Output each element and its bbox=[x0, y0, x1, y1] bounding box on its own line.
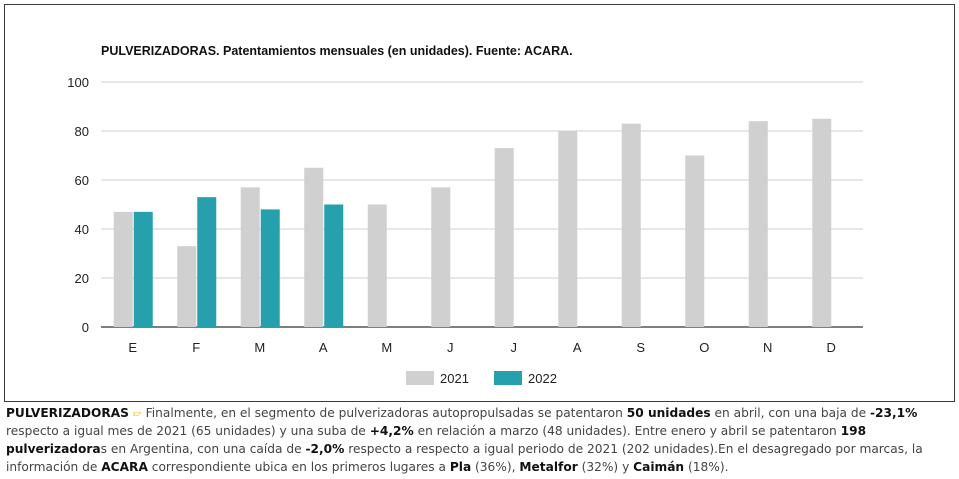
caption-bold: -23,1% bbox=[869, 406, 918, 420]
y-tick-label: 40 bbox=[75, 222, 89, 237]
x-tick-label: N bbox=[763, 340, 772, 355]
bar-2022-3 bbox=[260, 209, 280, 327]
y-tick-label: 20 bbox=[75, 271, 89, 286]
y-tick-label: 60 bbox=[75, 173, 89, 188]
caption-text: en relación a marzo (48 unidades). Entre… bbox=[413, 424, 841, 438]
x-tick-label: M bbox=[254, 340, 265, 355]
y-axis-ticks: 0 20 40 60 80 100 bbox=[67, 75, 89, 335]
bars bbox=[113, 118, 832, 328]
caption-bold: Metalfor bbox=[519, 460, 578, 474]
x-tick-label: O bbox=[699, 340, 709, 355]
x-tick-label: A bbox=[573, 340, 582, 355]
x-tick-label: F bbox=[192, 340, 200, 355]
bar-2021-5 bbox=[367, 204, 387, 327]
caption-bold: Caimán bbox=[633, 460, 685, 474]
y-tick-label: 0 bbox=[82, 320, 89, 335]
x-tick-label: S bbox=[636, 340, 645, 355]
bar-2021-3 bbox=[240, 187, 260, 327]
caption-text: correspondiente ubica en los primeros lu… bbox=[147, 460, 450, 474]
y-tick-label: 100 bbox=[67, 75, 89, 90]
caption-paragraph: PULVERIZADORAS 👉︎ Finalmente, en el segm… bbox=[6, 404, 952, 476]
x-tick-label: E bbox=[128, 340, 137, 355]
legend-swatch-2021 bbox=[406, 371, 434, 385]
x-tick-label: J bbox=[447, 340, 454, 355]
caption-text: Finalmente, en el segmento de pulverizad… bbox=[141, 406, 627, 420]
bar-2021-2 bbox=[177, 246, 197, 327]
legend-label-2021: 2021 bbox=[440, 371, 469, 386]
bar-2021-4 bbox=[304, 167, 324, 327]
x-tick-label: J bbox=[511, 340, 518, 355]
caption-bold: 50 unidades bbox=[626, 406, 711, 420]
caption-text: (32%) y bbox=[577, 460, 634, 474]
legend-label-2022: 2022 bbox=[528, 371, 557, 386]
bar-2022-4 bbox=[324, 204, 344, 327]
caption-bold: -2,0% bbox=[305, 442, 345, 456]
bar-2021-7 bbox=[494, 148, 514, 327]
caption-bold: +4,2% bbox=[369, 424, 414, 438]
y-tick-label: 80 bbox=[75, 124, 89, 139]
caption-lead: PULVERIZADORAS bbox=[6, 406, 129, 420]
pointing-hand-icon: 👉︎ bbox=[132, 406, 142, 420]
caption-text: (36%), bbox=[471, 460, 520, 474]
bar-2021-1 bbox=[113, 211, 133, 327]
caption-bold: ACARA bbox=[101, 460, 148, 474]
caption-text: respecto a igual mes de 2021 (65 unidade… bbox=[6, 424, 370, 438]
caption-text: s en Argentina, con una caída de bbox=[100, 442, 306, 456]
caption-text: en abril, con una baja de bbox=[710, 406, 870, 420]
bar-2021-6 bbox=[431, 187, 451, 327]
caption-bold: 198 pulverizadora bbox=[6, 424, 867, 456]
caption-text: (18%). bbox=[684, 460, 729, 474]
bar-2022-1 bbox=[133, 211, 153, 327]
gridlines bbox=[101, 81, 863, 328]
caption-bold: Pla bbox=[449, 460, 472, 474]
bar-2021-12 bbox=[812, 118, 832, 327]
chart-frame: PULVERIZADORAS. Patentamientos mensuales… bbox=[4, 4, 955, 402]
legend-swatch-2022 bbox=[494, 371, 522, 385]
x-tick-label: A bbox=[319, 340, 328, 355]
chart-title: PULVERIZADORAS. Patentamientos mensuales… bbox=[101, 44, 573, 58]
bar-2021-10 bbox=[685, 155, 705, 327]
x-tick-label: M bbox=[381, 340, 392, 355]
legend: 2021 2022 bbox=[406, 371, 557, 386]
caption-text: respecto a respecto a igual periodo de 2… bbox=[6, 442, 923, 474]
x-tick-label: D bbox=[827, 340, 836, 355]
bar-2021-9 bbox=[621, 123, 641, 328]
bar-2021-8 bbox=[558, 131, 578, 327]
bar-chart: PULVERIZADORAS. Patentamientos mensuales… bbox=[67, 44, 863, 386]
bar-2021-11 bbox=[748, 121, 768, 327]
bar-2022-2 bbox=[197, 197, 217, 327]
